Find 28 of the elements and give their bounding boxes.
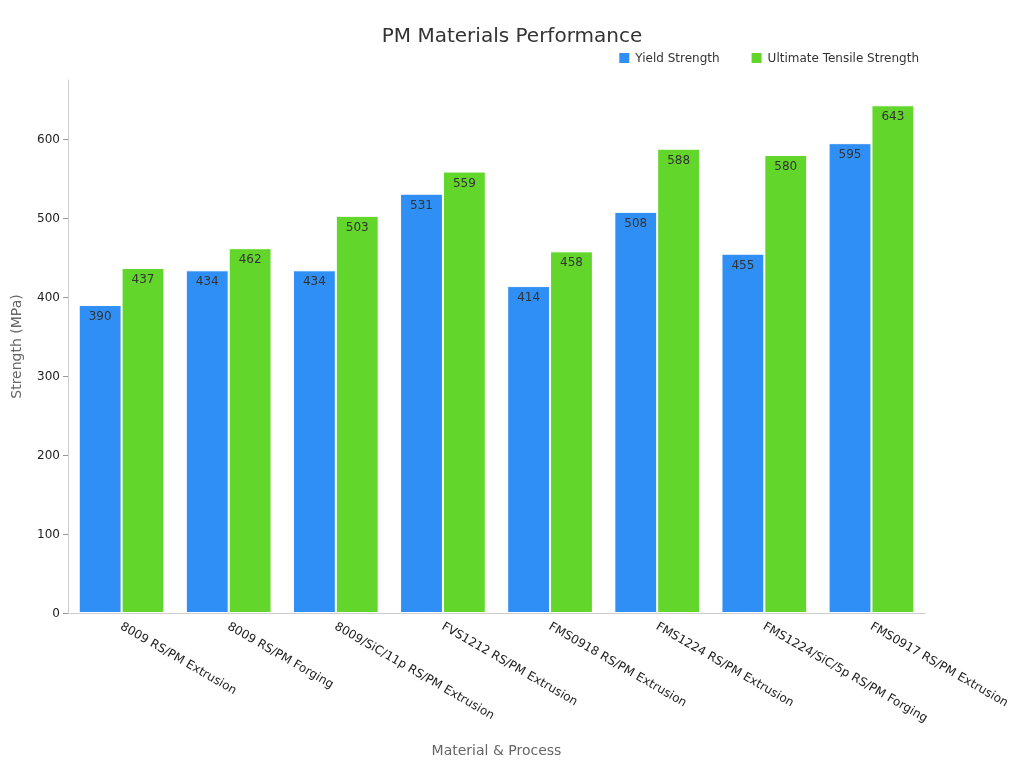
legend-label: Ultimate Tensile Strength (767, 51, 919, 65)
data-label: 508 (624, 215, 648, 230)
y-tick-label: 0 (52, 606, 60, 620)
y-tick-label: 200 (37, 448, 60, 463)
y-tick-label: 100 (37, 527, 60, 542)
data-label: 462 (238, 252, 262, 267)
data-label: 414 (517, 290, 541, 305)
data-label: 595 (838, 147, 862, 162)
y-tick-label: 600 (37, 132, 60, 147)
y-tick-label: 400 (37, 290, 60, 305)
data-label: 434 (302, 274, 326, 289)
data-label: 643 (881, 109, 905, 124)
y-tick-label: 500 (37, 211, 60, 226)
data-label: 455 (731, 257, 755, 272)
data-label: 559 (452, 175, 476, 190)
data-label: 458 (560, 255, 583, 270)
data-label: 434 (195, 274, 219, 289)
chart-title: PM Materials Performance (381, 23, 643, 47)
legend-label: Yield Strength (634, 51, 720, 65)
data-label: 580 (774, 159, 798, 174)
data-label: 503 (345, 219, 369, 234)
data-label: 531 (410, 197, 433, 212)
y-tick-label: 300 (37, 369, 60, 384)
y-axis-title: Strength (MPa) (8, 294, 24, 399)
x-axis-title: Material & Process (431, 742, 562, 758)
data-label: 437 (131, 271, 155, 286)
data-label: 588 (667, 152, 691, 167)
data-label: 390 (88, 309, 112, 324)
